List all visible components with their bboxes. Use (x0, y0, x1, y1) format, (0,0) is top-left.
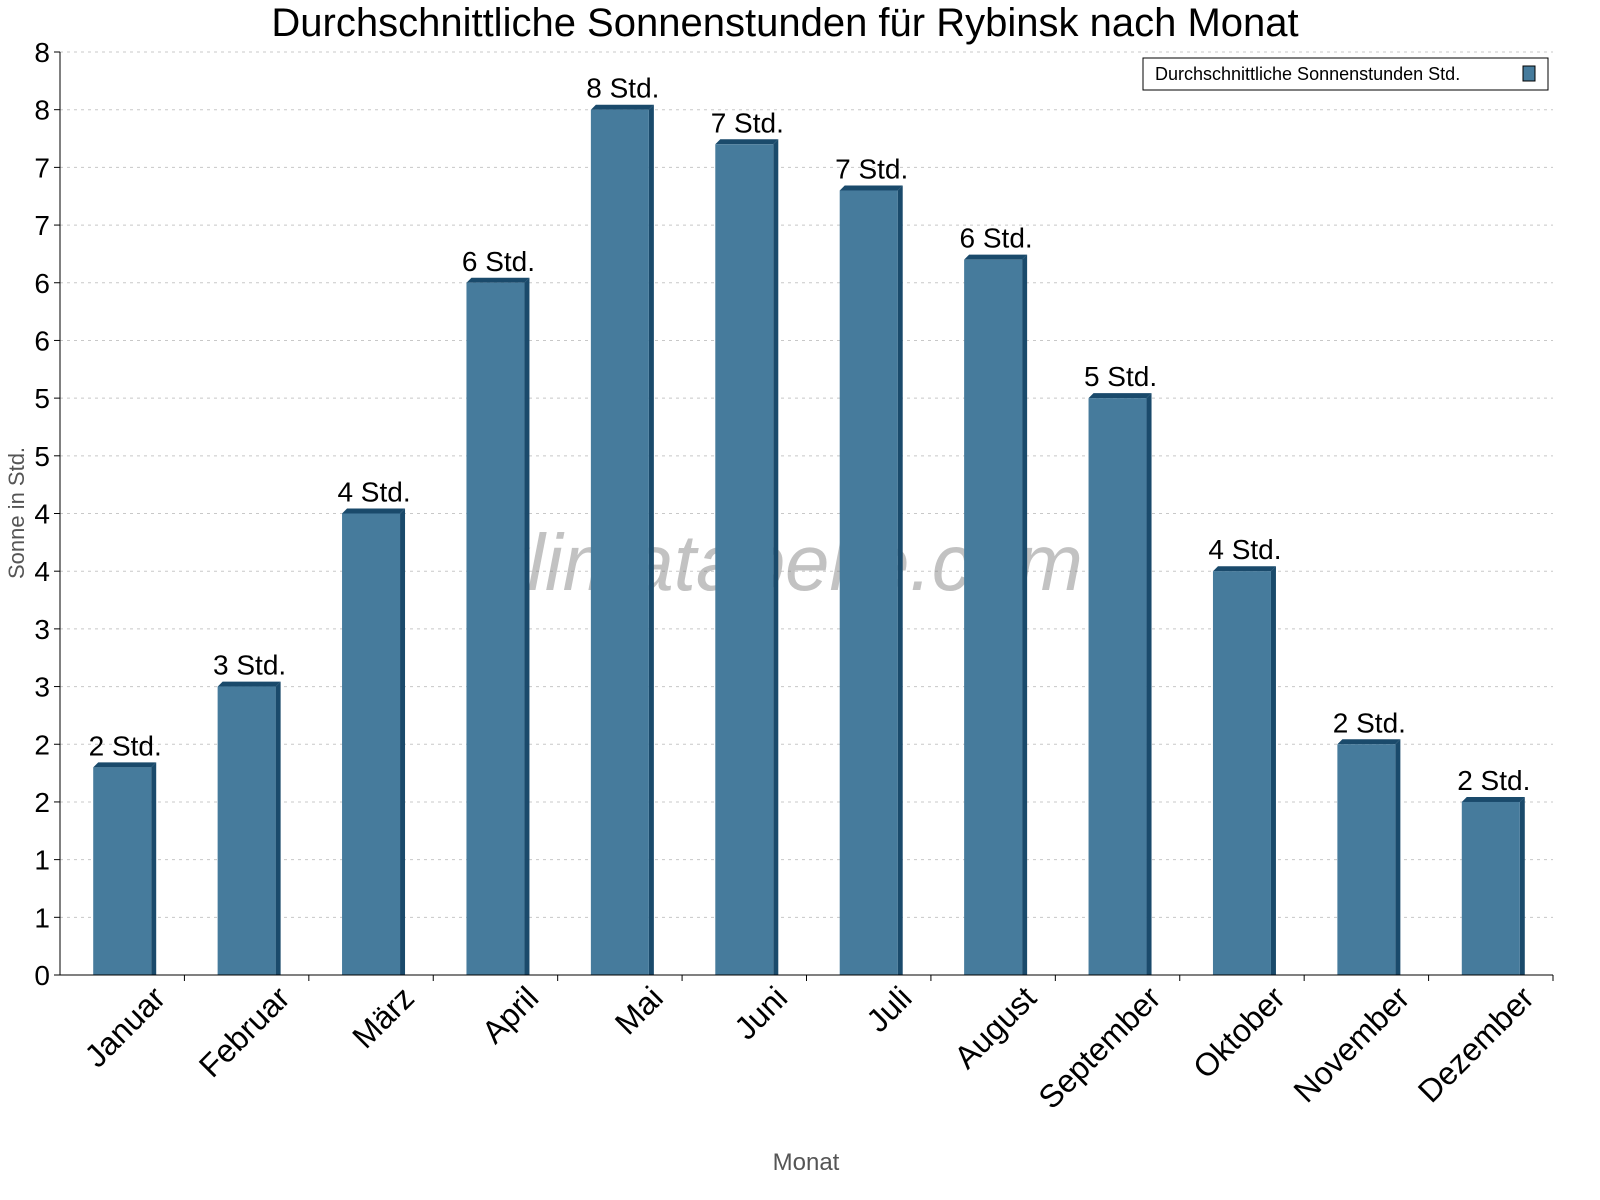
y-tick-label: 8 (34, 95, 50, 126)
data-label: 7 Std. (711, 107, 784, 138)
y-tick-label: 4 (34, 556, 50, 587)
bar-top (590, 104, 654, 110)
data-label: 3 Std. (213, 650, 286, 681)
x-tick-label: März (345, 979, 421, 1055)
data-label: 5 Std. (1084, 361, 1157, 392)
bar-side (1395, 739, 1401, 975)
y-tick-label: 6 (34, 325, 50, 356)
y-tick-label: 1 (34, 902, 50, 933)
legend-box (1142, 57, 1549, 91)
bar (964, 259, 1023, 975)
bar-side (648, 104, 654, 975)
x-tick-label: Juni (727, 979, 794, 1046)
chart-title: Durchschnittliche Sonnenstunden für Rybi… (271, 1, 1298, 45)
y-tick-label: 7 (34, 152, 50, 183)
data-label: 7 Std. (835, 153, 908, 184)
bar-side (1022, 254, 1028, 976)
bar (590, 109, 649, 975)
data-label: 6 Std. (960, 223, 1033, 254)
bar (217, 686, 276, 975)
x-tick-label: Oktober (1186, 979, 1292, 1085)
y-tick-label: 7 (34, 210, 50, 241)
bar-side (1270, 566, 1276, 975)
x-tick-label: Juli (859, 979, 918, 1038)
data-label: 2 Std. (1333, 707, 1406, 738)
bar-top (217, 681, 281, 687)
bar-top (1212, 566, 1276, 572)
legend-label: Durchschnittliche Sonnenstunden Std. (1155, 64, 1460, 84)
bar (93, 767, 152, 975)
bar-side (151, 762, 157, 975)
x-tick-label: August (947, 979, 1043, 1075)
data-label: 4 Std. (337, 477, 410, 508)
bar-top (466, 277, 530, 283)
legend-swatch (1522, 65, 1536, 82)
x-tick-label: September (1031, 979, 1167, 1115)
bar-top (93, 762, 157, 768)
data-label: 4 Std. (1208, 534, 1281, 565)
bar (715, 144, 774, 976)
y-tick-label: 4 (34, 499, 50, 530)
y-tick-label: 3 (34, 672, 50, 703)
bar (466, 282, 525, 975)
data-label: 6 Std. (462, 246, 535, 277)
bar-side (897, 185, 903, 975)
x-tick-label: Dezember (1411, 979, 1541, 1109)
bar-side (400, 508, 406, 975)
bar-top (715, 139, 779, 145)
y-tick-label: 1 (34, 845, 50, 876)
bar-side (1519, 796, 1525, 975)
bar (1088, 398, 1147, 975)
x-axis-label: Monat (773, 1149, 840, 1176)
x-tick-label: Januar (78, 979, 173, 1074)
x-tick-label: November (1286, 979, 1416, 1109)
x-tick-label: Mai (608, 979, 670, 1041)
y-tick-label: 2 (34, 787, 50, 818)
data-label: 8 Std. (586, 73, 659, 104)
x-tick-label: April (475, 979, 546, 1050)
bar (342, 513, 401, 975)
y-tick-label: 6 (34, 268, 50, 299)
bar (1337, 744, 1396, 975)
bar (1212, 571, 1271, 975)
y-tick-label: 5 (34, 441, 50, 472)
data-label: 2 Std. (89, 730, 162, 761)
bar-top (342, 508, 406, 514)
bar-side (524, 277, 530, 975)
y-tick-label: 8 (34, 37, 50, 68)
y-tick-label: 2 (34, 729, 50, 760)
bar-top (1461, 796, 1525, 802)
bar-top (839, 185, 903, 191)
y-tick-label: 0 (34, 960, 50, 991)
x-tick-label: Februar (192, 979, 297, 1084)
y-tick-label: 3 (34, 614, 50, 645)
bar-side (773, 139, 779, 976)
bar-side (1146, 393, 1152, 975)
bar (1461, 801, 1520, 975)
bar-top (964, 254, 1028, 260)
y-tick-label: 5 (34, 383, 50, 414)
bar-top (1337, 739, 1401, 745)
bar (839, 190, 898, 975)
data-label: 2 Std. (1457, 765, 1530, 796)
bar-side (275, 681, 281, 975)
bar-top (1088, 393, 1152, 399)
y-axis-label: Sonne in Std. (4, 447, 29, 579)
